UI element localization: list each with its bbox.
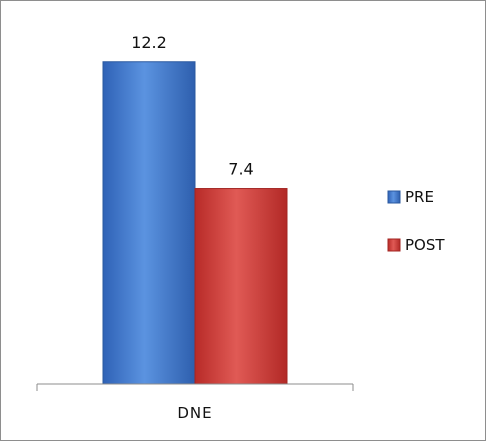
x-tick-label: DNE: [177, 404, 212, 422]
legend-label-pre: PRE: [405, 188, 434, 206]
bar-post-dne: [194, 188, 288, 385]
data-label-pre: 12.2: [131, 33, 167, 52]
legend-swatch-pre: [387, 190, 401, 204]
bar-pre-dne: [102, 61, 196, 385]
data-label-post: 7.4: [228, 160, 253, 179]
legend-swatch-post: [387, 238, 401, 252]
legend-label-post: POST: [405, 236, 445, 254]
